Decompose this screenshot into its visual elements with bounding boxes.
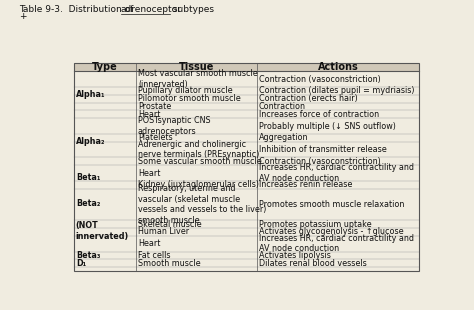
Bar bbox=[74, 64, 419, 71]
Text: Skeletal muscle: Skeletal muscle bbox=[138, 219, 201, 228]
Text: Table 9-3.  Distribution of: Table 9-3. Distribution of bbox=[19, 5, 136, 14]
Text: Some vascular smooth muscle: Some vascular smooth muscle bbox=[138, 157, 262, 166]
Text: Actions: Actions bbox=[318, 62, 358, 72]
Text: Contraction (vasoconstriction): Contraction (vasoconstriction) bbox=[259, 157, 381, 166]
Text: Increases force of contraction: Increases force of contraction bbox=[259, 110, 379, 119]
Text: Dilates renal blood vessels: Dilates renal blood vessels bbox=[259, 259, 366, 268]
Text: Contraction (dilates pupil = mydriasis): Contraction (dilates pupil = mydriasis) bbox=[259, 86, 414, 95]
Text: Kidney (juxtaglomerular cells): Kidney (juxtaglomerular cells) bbox=[138, 180, 259, 189]
Text: Tissue: Tissue bbox=[179, 62, 214, 72]
Text: Heart: Heart bbox=[138, 110, 160, 119]
Text: Human Liver: Human Liver bbox=[138, 228, 189, 237]
Text: Promotes potassium uptake: Promotes potassium uptake bbox=[259, 219, 372, 228]
Text: Beta₁: Beta₁ bbox=[76, 173, 100, 182]
Text: Fat cells: Fat cells bbox=[138, 251, 171, 260]
Text: Alpha₁: Alpha₁ bbox=[76, 90, 105, 99]
Bar bbox=[74, 64, 419, 271]
Text: Prostate: Prostate bbox=[138, 102, 171, 111]
Text: Heart: Heart bbox=[138, 239, 160, 248]
Text: Pupillary dilator muscle: Pupillary dilator muscle bbox=[138, 86, 233, 95]
Text: +: + bbox=[19, 12, 27, 21]
Text: Activates lipolysis: Activates lipolysis bbox=[259, 251, 331, 260]
Text: Platelets: Platelets bbox=[138, 133, 173, 142]
Text: Beta₃: Beta₃ bbox=[76, 251, 100, 260]
Text: Adrenergic and cholinergic
nerve terminals (PREsynaptic): Adrenergic and cholinergic nerve termina… bbox=[138, 140, 259, 159]
Text: POSTsynaptic CNS
adrenoceptors: POSTsynaptic CNS adrenoceptors bbox=[138, 117, 210, 136]
Text: Aggregation: Aggregation bbox=[259, 133, 308, 142]
Text: Increases HR, cardiac contractility and
AV node conduction: Increases HR, cardiac contractility and … bbox=[259, 234, 414, 253]
Text: Contraction (vasoconstriction): Contraction (vasoconstriction) bbox=[259, 75, 381, 84]
Text: Type: Type bbox=[92, 62, 118, 72]
Text: Contraction: Contraction bbox=[259, 102, 306, 111]
Text: D₁: D₁ bbox=[76, 259, 86, 268]
Text: subtypes: subtypes bbox=[170, 5, 214, 14]
Text: Beta₂

(NOT
innervated): Beta₂ (NOT innervated) bbox=[76, 199, 129, 241]
Text: Most vascular smooth muscle
(innervated): Most vascular smooth muscle (innervated) bbox=[138, 69, 258, 89]
Text: Alpha₂: Alpha₂ bbox=[76, 137, 105, 146]
Text: Smooth muscle: Smooth muscle bbox=[138, 259, 201, 268]
Text: Respiratory, uterine and
vascular (skeletal muscle
vessels and vessels to the li: Respiratory, uterine and vascular (skele… bbox=[138, 184, 266, 225]
Text: Inhibition of transmitter release: Inhibition of transmitter release bbox=[259, 145, 386, 154]
Text: Activates glycogenolysis - ↑glucose: Activates glycogenolysis - ↑glucose bbox=[259, 228, 403, 237]
Text: Promotes smooth muscle relaxation: Promotes smooth muscle relaxation bbox=[259, 200, 404, 209]
Text: Heart: Heart bbox=[138, 169, 160, 178]
Text: Probably multiple (↓ SNS outflow): Probably multiple (↓ SNS outflow) bbox=[259, 122, 396, 131]
Text: Increases renin release: Increases renin release bbox=[259, 180, 352, 189]
Text: Contraction (erects hair): Contraction (erects hair) bbox=[259, 94, 357, 103]
Text: Increases HR, cardiac contractility and
AV node conduction: Increases HR, cardiac contractility and … bbox=[259, 163, 414, 183]
Text: adrenoceptor: adrenoceptor bbox=[121, 5, 182, 14]
Text: Pilomotor smooth muscle: Pilomotor smooth muscle bbox=[138, 94, 241, 103]
